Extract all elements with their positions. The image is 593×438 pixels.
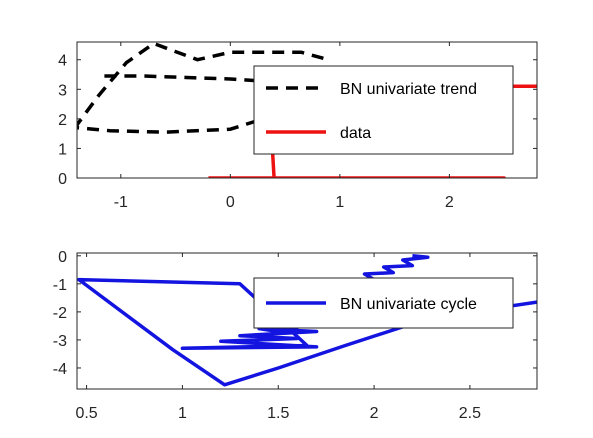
bottom-legend-label: BN univariate cycle xyxy=(340,296,477,313)
bottom-x-ticks: 0.5 1 1.5 2 2.5 xyxy=(75,253,481,422)
bottom-x-tick-label: 0.5 xyxy=(75,405,97,422)
bottom-y-tick-label: -1 xyxy=(53,277,67,294)
top-series-line-0 xyxy=(77,42,324,134)
top-x-ticks: -1 0 1 2 xyxy=(114,42,454,211)
top-legend-label: data xyxy=(340,125,371,142)
top-y-tick-label: 4 xyxy=(58,53,67,70)
top-y-tick-label: 2 xyxy=(58,112,67,129)
top-x-tick-label: 1 xyxy=(335,194,344,211)
top-axes-frame xyxy=(76,41,538,179)
bottom-y-tick-label: -2 xyxy=(53,305,67,322)
bottom-x-tick-label: 1 xyxy=(178,405,187,422)
bottom-y-tick-label: -4 xyxy=(53,361,67,378)
top-y-tick-label: 3 xyxy=(58,82,67,99)
bottom-x-tick-label: 1.5 xyxy=(267,405,289,422)
top-x-tick-label: 0 xyxy=(226,194,235,211)
bottom-x-tick-label: 2.5 xyxy=(459,405,481,422)
bottom-series-line-0 xyxy=(77,254,537,387)
top-x-tick-label: 2 xyxy=(445,194,454,211)
top-legend-label: BN univariate trend xyxy=(340,81,477,98)
bottom-axes-frame xyxy=(76,252,538,390)
top-legend-layer: BN univariate trend data xyxy=(253,65,514,155)
top-axes: BN univariate trend data -1 0 1 2 0 1 2 3 4 xyxy=(58,41,538,211)
top-y-tick-label: 0 xyxy=(58,171,67,188)
top-legend-box xyxy=(253,65,514,155)
top-y-ticks: 0 1 2 3 4 xyxy=(58,53,537,188)
bottom-y-ticks: 0 -1 -2 -3 -4 xyxy=(53,249,537,378)
bottom-legend-layer: BN univariate cycle xyxy=(253,277,514,329)
top-x-tick-label: -1 xyxy=(114,194,128,211)
bottom-y-tick-label: -3 xyxy=(53,333,67,350)
bottom-x-tick-label: 2 xyxy=(370,405,379,422)
bottom-series-layer xyxy=(77,254,537,387)
bottom-y-tick-label: 0 xyxy=(58,249,67,266)
bottom-axes: BN univariate cycle 0.5 1 1.5 2 2.5 0 -1 -2 -3 -… xyxy=(53,249,538,422)
top-series-line-1 xyxy=(104,74,286,86)
top-y-tick-label: 1 xyxy=(58,141,67,158)
